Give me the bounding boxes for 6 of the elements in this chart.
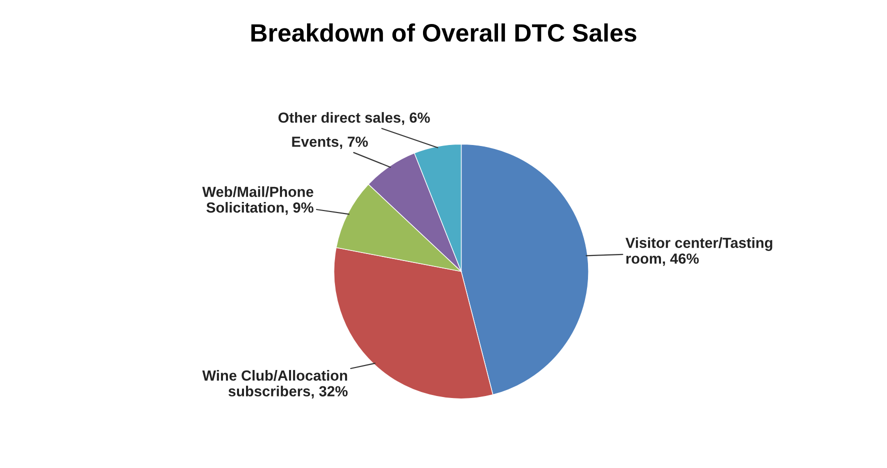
slice-label: Visitor center/Tasting room, 46%	[626, 237, 772, 266]
slice-label: Web/Mail/Phone Solicitation, 9%	[202, 186, 314, 215]
slice-label: Other direct sales, 6%	[278, 112, 430, 125]
chart-title: Breakdown of Overall DTC Sales	[251, 23, 636, 42]
slice-label: Events, 7%	[292, 136, 368, 150]
slice-label: Wine Club/Allocation subscribers, 32%	[202, 370, 348, 399]
